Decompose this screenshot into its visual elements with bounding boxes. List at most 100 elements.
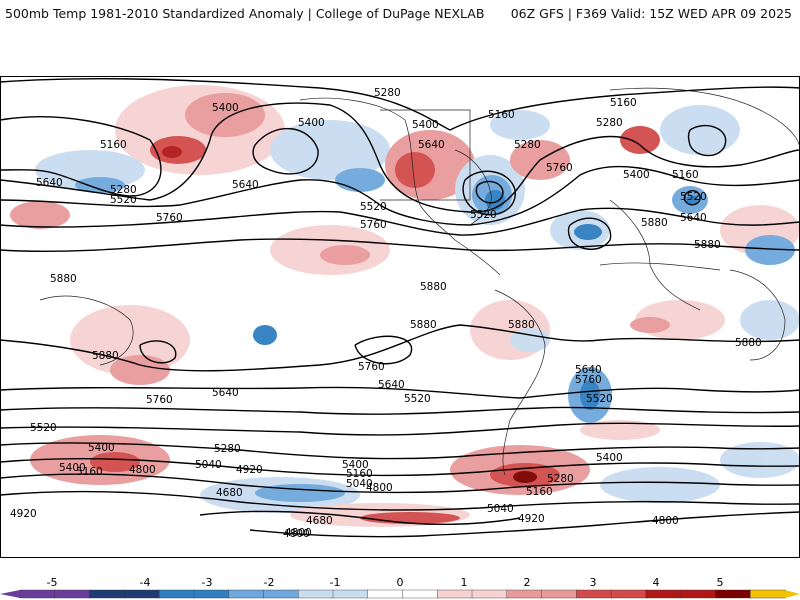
contour-label: 5400	[596, 452, 623, 464]
contour-label: 4920	[10, 508, 37, 520]
contour-label: 5160	[610, 97, 637, 109]
colorbar-swatch	[19, 589, 56, 599]
colorbar-ticks: -5 -4 -3 -2 -1 0 1 2 3 4 5	[47, 576, 724, 589]
colorbar: -5 -4 -3 -2 -1 0 1 2 3 4 5	[0, 576, 800, 599]
contour-label: 4680	[306, 515, 333, 527]
contour-label: 5160	[488, 109, 515, 121]
coastlines	[39, 87, 800, 476]
colorbar-swatch	[124, 589, 160, 599]
colorbar-swatch	[158, 589, 195, 599]
colorbar-tick: -5	[47, 576, 58, 589]
contour-label: 5640	[418, 139, 445, 151]
contour-label: 5400	[342, 459, 369, 471]
contour-label: 5640	[36, 177, 63, 189]
contour-label: 5880	[420, 281, 447, 293]
contour-labels: 5280 5160 5400 5400 5400 5160 5280 5160 …	[10, 87, 762, 540]
contour-label: 5520	[470, 209, 497, 221]
colorbar-swatch	[367, 589, 404, 599]
colorbar-swatch	[402, 589, 438, 599]
colorbar-tick: 5	[717, 576, 724, 589]
contour-label: 5160	[526, 486, 553, 498]
contour-label: 5040	[195, 459, 222, 471]
contour-label: 5880	[50, 273, 77, 285]
contour-label: 5520	[404, 393, 431, 405]
contour-label: 5760	[546, 162, 573, 174]
contour-label: 5760	[360, 219, 387, 231]
contour-label: 5280	[547, 473, 574, 485]
colorbar-under-arrow	[0, 590, 20, 598]
colorbar-swatch	[228, 589, 265, 599]
contour-label: 5760	[146, 394, 173, 406]
colorbar-swatch	[89, 589, 125, 599]
colorbar-swatch	[54, 589, 91, 599]
contour-label: 5640	[378, 379, 405, 391]
contour-label: 5640	[680, 212, 707, 224]
contour-label: 5280	[110, 184, 137, 196]
contour-label: 5280	[214, 443, 241, 455]
contour-label: 4800	[283, 528, 310, 540]
contour-label: 5280	[514, 139, 541, 151]
colorbar-swatch	[506, 589, 543, 599]
contour-label: 5520	[30, 422, 57, 434]
contour-label: 4920	[236, 464, 263, 476]
contour-label: 5400	[298, 117, 325, 129]
colorbar-tick: 1	[461, 576, 468, 589]
contour-label: 4920	[518, 513, 545, 525]
contour-label: 5640	[575, 364, 602, 376]
contour-label: 5160	[346, 468, 373, 480]
contour-label: 5880	[92, 350, 119, 362]
colorbar-swatches	[0, 589, 800, 599]
colorbar-over-arrow	[785, 590, 800, 598]
contour-label: 5280	[374, 87, 401, 99]
header-title: 500mb Temp 1981-2010 Standardized Anomal…	[5, 6, 485, 21]
contour-label: 4800	[129, 464, 156, 476]
contour-label: 5400	[412, 119, 439, 131]
header-run-info: 06Z GFS | F369 Valid: 15Z WED APR 09 202…	[510, 6, 792, 21]
contour-label: 4800	[366, 482, 393, 494]
contour-label: 5160	[100, 139, 127, 151]
colorbar-swatch	[298, 589, 334, 599]
contour-label: 5520	[110, 194, 137, 206]
contour-label: 4800	[652, 515, 679, 527]
colorbar-swatch	[332, 589, 369, 599]
contour-label: 5160	[672, 169, 699, 181]
contour-label: 5880	[694, 239, 721, 251]
contour-label: 5880	[641, 217, 668, 229]
contour-label: 5760	[575, 374, 602, 386]
colorbar-tick: -4	[140, 576, 151, 589]
contour-label: 4800	[285, 527, 312, 539]
contour-label: 5160	[76, 466, 103, 478]
anomaly-map: 5280 5160 5400 5400 5400 5160 5280 5160 …	[0, 76, 800, 558]
contour-label: 5280	[596, 117, 623, 129]
colorbar-tick: 4	[653, 576, 660, 589]
contour-label: 5880	[410, 319, 437, 331]
contour-label: 5520	[680, 191, 707, 203]
contour-label: 5880	[508, 319, 535, 331]
contour-label: 5400	[212, 102, 239, 114]
height-contours	[0, 77, 800, 538]
contour-label: 5400	[623, 169, 650, 181]
colorbar-tick: -3	[202, 576, 213, 589]
colorbar-swatch	[193, 589, 230, 599]
colorbar-tick: -2	[264, 576, 275, 589]
contour-label: 5040	[487, 503, 514, 515]
contour-label: 5040	[346, 478, 373, 490]
colorbar-swatch	[437, 589, 473, 599]
colorbar-swatch	[576, 589, 612, 599]
contour-label: 4680	[216, 487, 243, 499]
colorbar-tick: 3	[590, 576, 597, 589]
contour-label: 5880	[735, 337, 762, 349]
contour-label: 5760	[358, 361, 385, 373]
colorbar-swatch	[541, 589, 578, 599]
contour-label: 5400	[59, 462, 86, 474]
anomaly-shading	[10, 85, 800, 527]
colorbar-swatch	[715, 589, 751, 599]
colorbar-swatch	[263, 589, 299, 599]
colorbar-swatch	[680, 589, 717, 599]
contour-label: 5640	[212, 387, 239, 399]
contour-label: 5520	[360, 201, 387, 213]
contour-label: 5760	[156, 212, 183, 224]
contour-label: 5400	[88, 442, 115, 454]
colorbar-swatch	[471, 589, 508, 599]
contour-label: 5520	[586, 393, 613, 405]
